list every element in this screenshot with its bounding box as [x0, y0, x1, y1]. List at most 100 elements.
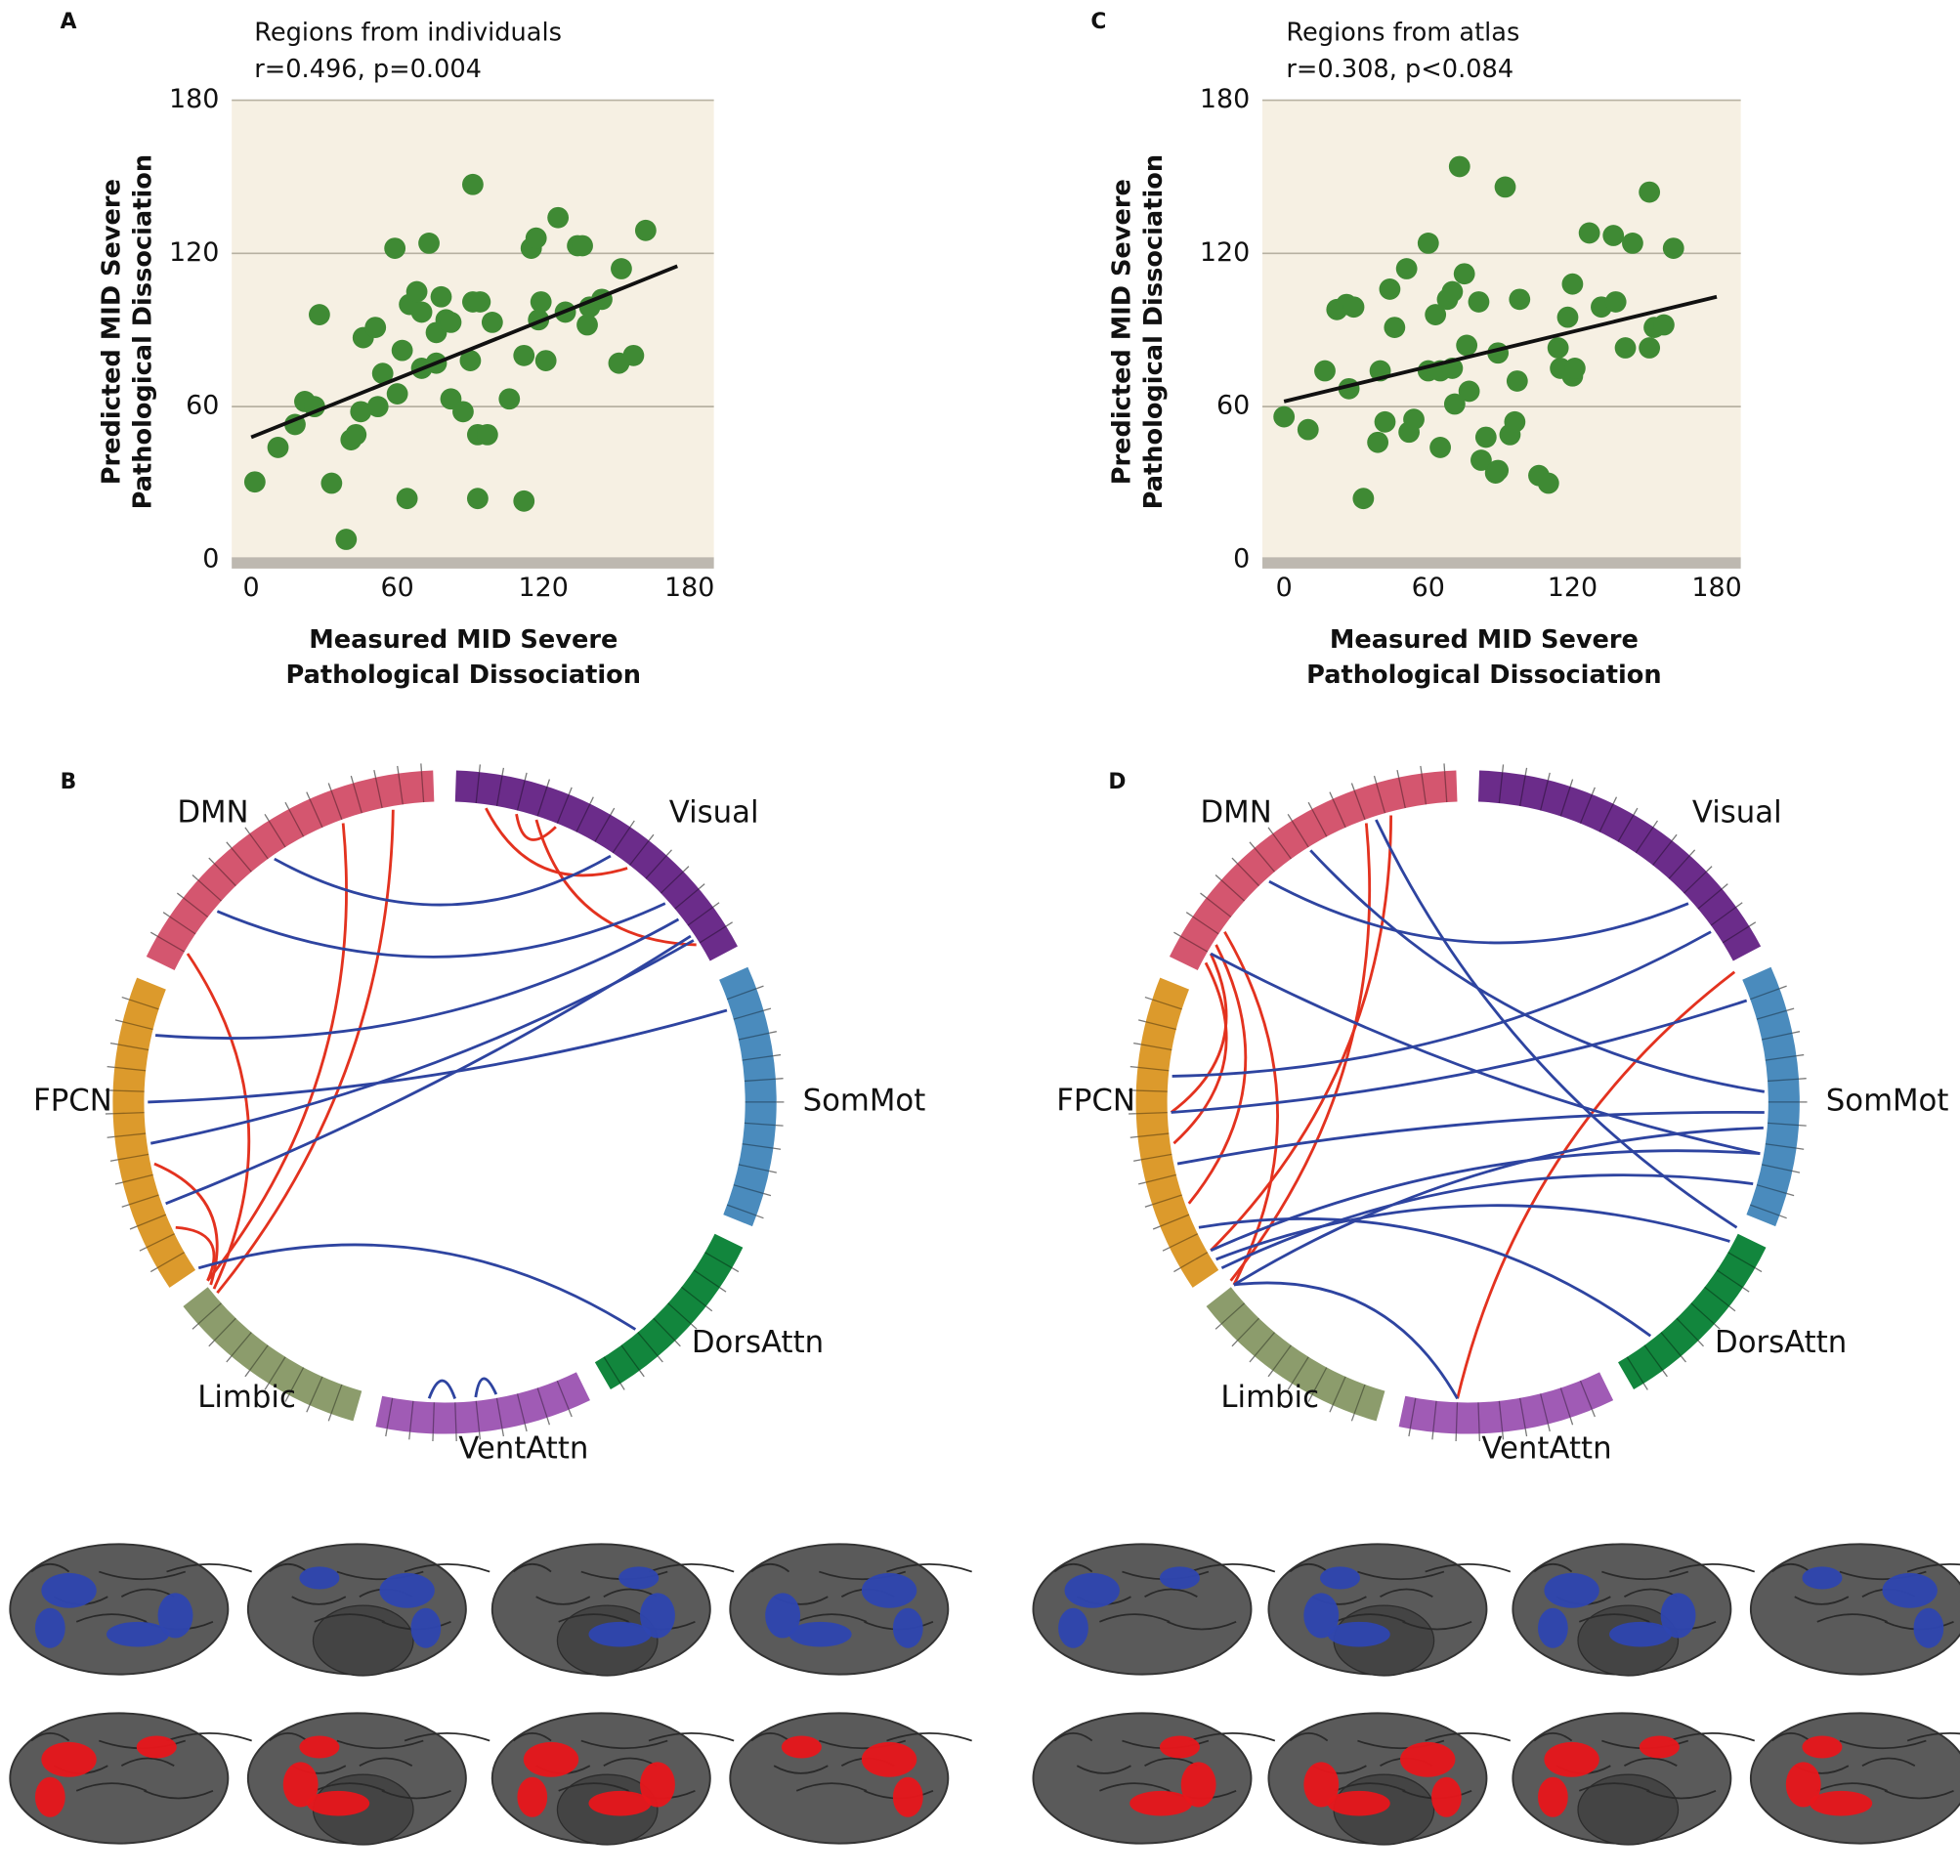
ring-tick — [1173, 1267, 1181, 1273]
segment-divider — [1643, 1344, 1664, 1372]
brain-view — [1267, 1543, 1512, 1677]
activation — [892, 1607, 923, 1648]
ring-tick — [1671, 833, 1678, 841]
ring-tick — [1152, 1225, 1161, 1230]
ring-tick — [208, 857, 215, 865]
segment-divider — [575, 803, 591, 832]
ring-tick — [546, 779, 551, 788]
segment-divider — [122, 1173, 153, 1183]
segment-divider — [1652, 839, 1673, 866]
network-label: FPCN — [33, 1083, 112, 1118]
segment-divider — [231, 1332, 252, 1357]
chart-title: Regions from individuals — [254, 19, 562, 48]
data-point — [1556, 306, 1579, 328]
sulcus — [1053, 1731, 1093, 1742]
network-label: SomMot — [803, 1083, 926, 1118]
data-point — [1374, 410, 1396, 433]
data-point — [243, 471, 266, 493]
network-segment — [1206, 1287, 1385, 1422]
segment-divider — [1765, 1143, 1797, 1149]
ring-tick — [306, 1404, 311, 1413]
segment-divider — [1236, 1317, 1260, 1342]
segment-divider — [620, 1344, 641, 1372]
data-point — [1352, 488, 1375, 510]
sulcus — [795, 1782, 868, 1792]
ring-tick — [226, 1355, 233, 1363]
chord — [1187, 944, 1248, 1205]
ring-tick — [1799, 1078, 1807, 1080]
ring-tick — [408, 1431, 411, 1440]
ring-tick — [1569, 779, 1574, 788]
trend-line — [250, 264, 678, 440]
data-point — [1639, 181, 1661, 203]
segment-divider — [454, 1402, 457, 1434]
ring-tick — [264, 814, 270, 822]
segment-divider — [738, 1032, 770, 1041]
activation — [588, 1790, 652, 1816]
activation — [1431, 1776, 1462, 1817]
chord — [153, 1162, 219, 1286]
brain-view — [246, 1712, 490, 1846]
ring-tick — [114, 1019, 123, 1023]
sulcus — [1189, 1562, 1276, 1573]
ring-tick — [1547, 1424, 1551, 1432]
chord — [216, 902, 666, 959]
segment-divider — [536, 1387, 548, 1419]
segment-divider — [603, 1356, 621, 1385]
data-point — [469, 291, 491, 313]
activation — [788, 1621, 852, 1647]
ring-tick — [546, 1417, 551, 1426]
ring-tick — [1162, 1247, 1171, 1252]
activation — [1400, 1741, 1456, 1777]
ring-tick — [1185, 912, 1193, 917]
data-point — [534, 350, 557, 371]
sulcus — [1425, 1731, 1512, 1742]
data-point — [386, 383, 408, 405]
chord — [175, 1225, 216, 1282]
chord — [1456, 970, 1736, 1399]
data-point — [418, 232, 440, 254]
segment-divider — [475, 1400, 481, 1432]
sulcus — [404, 1731, 490, 1742]
network-label: DorsAttn — [692, 1325, 824, 1360]
ring-tick — [1231, 857, 1238, 865]
segment-divider — [1179, 935, 1209, 953]
ring-tick — [1307, 801, 1313, 810]
sulcus — [1076, 1765, 1131, 1774]
sulcus — [886, 1562, 972, 1573]
data-point — [1604, 291, 1627, 313]
activation — [1810, 1790, 1873, 1816]
activation — [640, 1762, 675, 1808]
sulcus — [1357, 1570, 1445, 1581]
sulcus — [99, 1570, 187, 1581]
segment-divider — [556, 793, 570, 824]
ring-tick — [176, 892, 184, 899]
segment-divider — [352, 783, 362, 814]
data-point — [1342, 296, 1365, 319]
segment-divider — [1375, 783, 1386, 814]
activation — [1327, 1621, 1390, 1647]
ring-tick — [1173, 931, 1181, 937]
sulcus — [336, 1739, 424, 1750]
brain-surface — [9, 1712, 230, 1845]
segment-divider — [1668, 855, 1690, 879]
segment-divider — [1137, 1132, 1170, 1138]
segment-divider — [1192, 916, 1219, 935]
data-point — [1653, 314, 1675, 336]
segment-divider — [516, 1393, 526, 1425]
brain-view — [1512, 1543, 1756, 1677]
ring-tick — [1642, 1383, 1648, 1390]
data-point — [1441, 280, 1464, 303]
network-segment — [1398, 1372, 1614, 1434]
y-tick-label: 120 — [1200, 237, 1250, 268]
segment-divider — [1704, 1286, 1730, 1307]
data-point — [1458, 380, 1480, 403]
segment-divider — [744, 1078, 776, 1083]
ring-tick — [657, 1355, 663, 1363]
data-point — [384, 237, 406, 260]
network-segment — [1618, 1233, 1767, 1390]
segment-divider — [660, 871, 684, 894]
brain-view — [9, 1543, 252, 1676]
x-axis-label: Measured MID Severe — [309, 625, 618, 655]
x-tick-label: 180 — [664, 573, 714, 603]
